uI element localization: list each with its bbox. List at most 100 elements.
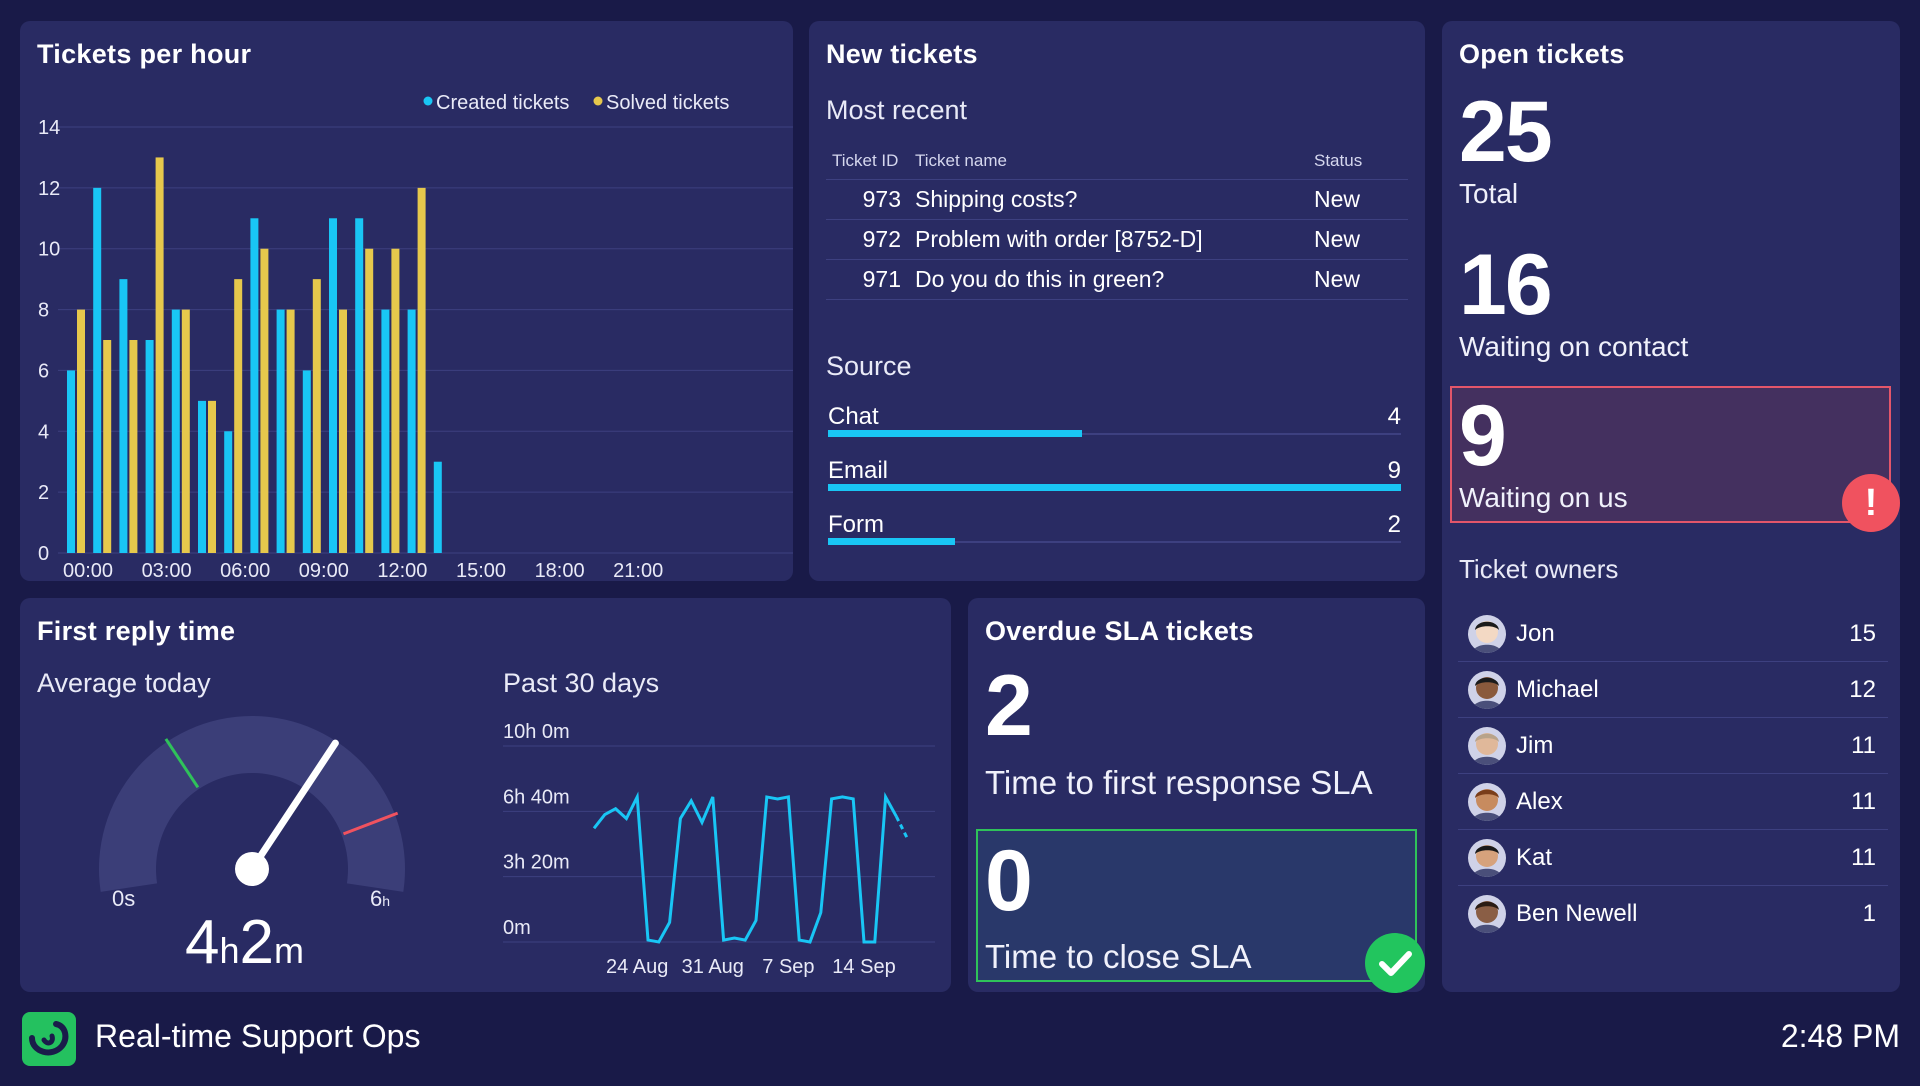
recent-tickets-table: Ticket ID Ticket name Status 973 Shippin…	[826, 143, 1408, 300]
bar-created	[250, 218, 259, 554]
table-row[interactable]: 973 Shipping costs? New	[826, 179, 1408, 220]
avatar	[1468, 839, 1506, 877]
close-sla-value: 0	[985, 833, 1033, 929]
x-tick-label: 00:00	[63, 560, 113, 581]
x-tick-label: 12:00	[377, 560, 427, 581]
app-logo	[22, 1012, 76, 1066]
list-item[interactable]: Jon 15	[1458, 606, 1888, 662]
bar-solved	[391, 248, 400, 553]
bar-created	[119, 279, 128, 553]
waiting-contact-value: 16	[1459, 237, 1553, 333]
bar-solved	[339, 309, 347, 553]
gauge-hub	[235, 852, 269, 886]
y-tick-label: 14	[38, 117, 60, 139]
panel-title: Overdue SLA tickets	[985, 616, 1254, 646]
x-tick-label: 31 Aug	[682, 956, 744, 978]
avatar	[1468, 727, 1506, 765]
list-item[interactable]: Ben Newell 1	[1458, 886, 1888, 942]
total-open-label: Total	[1459, 178, 1519, 209]
panel-title: Tickets per hour	[37, 39, 252, 69]
open-tickets-panel: Open tickets 25 Total 16 Waiting on cont…	[1442, 21, 1900, 992]
bar-created	[93, 187, 102, 553]
ticket-name: Shipping costs?	[909, 179, 1308, 220]
table-row[interactable]: 971 Do you do this in green? New	[826, 259, 1408, 300]
bar-created	[171, 309, 180, 553]
ticket-name: Problem with order [8752-D]	[909, 219, 1308, 260]
source-row-chat: Chat 4	[828, 403, 1401, 447]
gauge-max-unit: h	[382, 893, 390, 909]
avatar	[1468, 671, 1506, 709]
average-hours: 4	[185, 908, 219, 977]
source-row-email: Email 9	[828, 457, 1401, 501]
y-tick-label: 8	[38, 300, 49, 322]
first-response-sla-value: 2	[985, 658, 1033, 754]
total-open-value: 25	[1459, 84, 1553, 180]
bar-created	[407, 309, 416, 553]
y-tick-label: 10	[38, 239, 60, 261]
source-bar-track	[828, 541, 1401, 543]
y-tick-label: 6h 40m	[503, 786, 570, 808]
ticket-owners-heading: Ticket owners	[1459, 554, 1619, 584]
y-tick-label: 3h 20m	[503, 852, 570, 874]
average-hours-unit: h	[219, 930, 239, 971]
bar-solved	[286, 309, 295, 553]
average-minutes-unit: m	[274, 930, 304, 971]
tickets-per-hour-chart: Created tickets Solved tickets 0 2 4 6 8 10 12…	[38, 92, 793, 581]
most-recent-heading: Most recent	[826, 95, 968, 125]
owner-name: Ben Newell	[1516, 900, 1638, 927]
list-item[interactable]: Kat 11	[1458, 830, 1888, 886]
ticket-id: 971	[826, 259, 909, 300]
waiting-on-us-card[interactable]: 9 Waiting on us	[1450, 386, 1891, 523]
list-item[interactable]: Jim 11	[1458, 718, 1888, 774]
avatar	[1468, 615, 1506, 653]
tickets-per-hour-panel: Tickets per hour Created tickets Solved …	[20, 21, 793, 581]
source-count: 4	[1387, 403, 1401, 430]
owner-count: 1	[1862, 900, 1876, 927]
y-tick-label: 10h 0m	[503, 721, 570, 743]
table-row[interactable]: 972 Problem with order [8752-D] New	[826, 219, 1408, 260]
table-header-row: Ticket ID Ticket name Status	[826, 143, 1408, 180]
average-today-heading: Average today	[37, 668, 211, 698]
bar-solved	[417, 187, 426, 553]
x-tick-label: 06:00	[220, 560, 270, 581]
close-sla-card[interactable]: 0 Time to close SLA	[976, 829, 1417, 982]
gauge-green-marker	[164, 738, 200, 789]
x-tick-label: 18:00	[535, 560, 585, 581]
bar-solved	[312, 279, 321, 553]
x-tick-label: 03:00	[142, 560, 192, 581]
owner-name: Jon	[1516, 620, 1555, 647]
ticket-name: Do you do this in green?	[909, 259, 1308, 300]
first-response-sla-label: Time to first response SLA	[985, 764, 1373, 801]
panel-title: Open tickets	[1459, 39, 1625, 69]
x-tick-label: 24 Aug	[606, 956, 668, 978]
bar-solved	[365, 248, 374, 553]
y-tick-label: 4	[38, 421, 49, 443]
source-heading: Source	[826, 351, 912, 381]
bar-solved	[129, 340, 138, 553]
x-tick-label: 09:00	[299, 560, 349, 581]
bar-solved	[181, 309, 190, 553]
list-item[interactable]: Michael 12	[1458, 662, 1888, 718]
check-icon	[1365, 933, 1425, 993]
bar-created	[67, 370, 75, 553]
y-tick-label: 0	[38, 543, 49, 565]
source-bar-fill	[828, 430, 1083, 437]
list-item[interactable]: Alex 11	[1458, 774, 1888, 830]
bar-solved	[77, 309, 85, 553]
bar-solved	[234, 279, 243, 553]
ticket-status: New	[1308, 259, 1408, 300]
ticket-id: 972	[826, 219, 909, 260]
source-bar-track	[828, 433, 1401, 435]
average-reply-value: 4h2m	[185, 908, 304, 977]
column-header-ticket-id: Ticket ID	[826, 143, 909, 180]
source-bar-fill	[828, 484, 1401, 491]
owner-name: Jim	[1516, 732, 1554, 759]
past-30-days-heading: Past 30 days	[503, 668, 660, 698]
clock: 2:48 PM	[1780, 1018, 1900, 1054]
bar-created	[276, 309, 285, 553]
legend-created-label: Created tickets	[436, 92, 569, 114]
x-tick-label: 21:00	[613, 560, 663, 581]
ticket-id: 973	[826, 179, 909, 220]
bar-solved	[103, 340, 112, 553]
